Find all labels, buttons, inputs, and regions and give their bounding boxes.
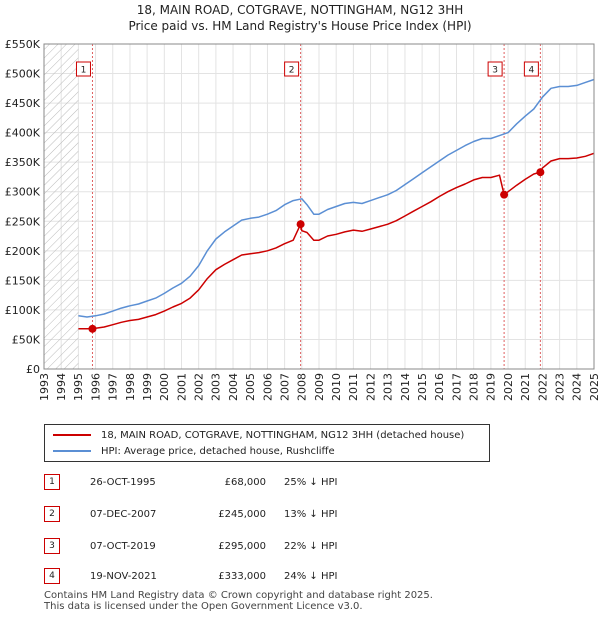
x-tick-label: 2009 — [313, 373, 326, 401]
chart-subtitle: Price paid vs. HM Land Registry's House … — [128, 19, 471, 33]
sale-hpi-diff: 25% ↓ HPI — [284, 477, 338, 488]
y-tick-label: £50K — [12, 333, 41, 346]
sale-date: 07-DEC-2007 — [90, 509, 157, 520]
footer-licence: This data is licensed under the Open Gov… — [44, 601, 363, 612]
x-tick-label: 2012 — [364, 373, 377, 401]
sale-point — [296, 220, 305, 229]
sale-date: 19-NOV-2021 — [90, 571, 157, 582]
sale-label-box — [487, 61, 503, 77]
sale-date: 07-OCT-2019 — [90, 541, 156, 552]
x-tick-label: 2017 — [450, 373, 463, 401]
x-tick-label: 2022 — [536, 373, 549, 401]
sale-hpi-diff: 24% ↓ HPI — [284, 571, 338, 582]
y-tick-label: £350K — [5, 156, 41, 169]
sale-label: 2 — [289, 66, 295, 76]
footer: Contains HM Land Registry data © Crown c… — [44, 590, 433, 612]
plot-frame — [43, 43, 595, 370]
legend-label-property: 18, MAIN ROAD, COTGRAVE, NOTTINGHAM, NG1… — [101, 430, 465, 441]
x-tick-label: 2023 — [553, 373, 566, 401]
hpi-series-line — [78, 78, 595, 318]
y-tick-label: £0 — [26, 363, 40, 376]
sale-label: 4 — [529, 66, 535, 76]
price-chart: 18, MAIN ROAD, COTGRAVE, NOTTINGHAM, NG1… — [5, 3, 600, 401]
y-tick-label: £100K — [5, 304, 41, 317]
table-row: 3 07-OCT-2019 £295,000 22% ↓ HPI — [44, 538, 544, 556]
sale-price: £245,000 — [218, 509, 266, 520]
legend-item-property: 18, MAIN ROAD, COTGRAVE, NOTTINGHAM, NG1… — [53, 428, 464, 444]
sale-hpi-diff: 22% ↓ HPI — [284, 541, 338, 552]
y-tick-label: £150K — [5, 274, 41, 287]
sale-point — [500, 190, 509, 199]
x-tick-label: 2014 — [399, 373, 412, 401]
x-tick-label: 2003 — [210, 373, 223, 401]
no-data-hatch — [44, 44, 79, 369]
x-tick-label: 2001 — [175, 373, 188, 401]
y-tick-label: £450K — [5, 97, 41, 110]
sale-price: £333,000 — [218, 571, 266, 582]
sale-label-box — [523, 61, 539, 77]
table-row: 4 19-NOV-2021 £333,000 24% ↓ HPI — [44, 568, 544, 586]
x-tick-label: 1998 — [124, 373, 137, 401]
legend-swatch-property — [53, 434, 91, 436]
x-tick-label: 2007 — [278, 373, 291, 401]
x-tick-label: 2008 — [296, 373, 309, 401]
x-tick-label: 2016 — [433, 373, 446, 401]
y-tick-label: £500K — [5, 68, 41, 81]
y-tick-label: £200K — [5, 245, 41, 258]
x-tick-label: 1995 — [72, 373, 85, 401]
sale-date: 26-OCT-1995 — [90, 477, 156, 488]
x-tick-label: 2021 — [519, 373, 532, 401]
x-tick-label: 2004 — [227, 373, 240, 401]
sale-hpi-diff: 13% ↓ HPI — [284, 509, 338, 520]
x-tick-label: 2015 — [416, 373, 429, 401]
sale-label-box — [75, 61, 91, 77]
legend-label-hpi: HPI: Average price, detached house, Rush… — [101, 446, 335, 457]
table-row: 1 26-OCT-1995 £68,000 25% ↓ HPI — [44, 474, 544, 492]
x-tick-label: 2020 — [502, 373, 515, 401]
sale-point — [88, 324, 97, 333]
table-row: 2 07-DEC-2007 £245,000 13% ↓ HPI — [44, 506, 544, 524]
sale-marker-badge: 2 — [44, 506, 60, 522]
x-tick-label: 2025 — [588, 373, 600, 401]
sale-marker-badge: 4 — [44, 568, 60, 584]
sale-marker-badge: 3 — [44, 538, 60, 554]
x-tick-label: 2010 — [330, 373, 343, 401]
y-tick-label: £300K — [5, 186, 41, 199]
x-tick-label: 2011 — [347, 373, 360, 401]
sale-point — [536, 168, 545, 177]
x-tick-label: 1996 — [89, 373, 102, 401]
legend: 18, MAIN ROAD, COTGRAVE, NOTTINGHAM, NG1… — [44, 424, 490, 462]
footer-copyright: Contains HM Land Registry data © Crown c… — [44, 590, 433, 601]
x-tick-label: 1994 — [55, 373, 68, 401]
sale-label: 1 — [81, 66, 87, 76]
x-tick-label: 2018 — [468, 373, 481, 401]
sale-label: 3 — [492, 66, 498, 76]
legend-item-hpi: HPI: Average price, detached house, Rush… — [53, 444, 335, 460]
x-tick-label: 2024 — [571, 373, 584, 401]
legend-swatch-hpi — [53, 450, 91, 452]
sale-marker-badge: 1 — [44, 474, 60, 490]
x-tick-label: 2002 — [193, 373, 206, 401]
sale-label-box — [284, 61, 300, 77]
property-series-line — [78, 152, 595, 330]
y-tick-label: £550K — [5, 38, 41, 51]
y-tick-label: £250K — [5, 215, 41, 228]
chart-title: 18, MAIN ROAD, COTGRAVE, NOTTINGHAM, NG1… — [137, 3, 464, 17]
x-tick-label: 1997 — [107, 373, 120, 401]
x-tick-label: 2000 — [158, 373, 171, 401]
sale-price: £295,000 — [218, 541, 266, 552]
x-tick-label: 1999 — [141, 373, 154, 401]
y-tick-label: £400K — [5, 127, 41, 140]
x-tick-label: 2006 — [261, 373, 274, 401]
x-tick-label: 2005 — [244, 373, 257, 401]
x-tick-label: 1993 — [38, 373, 51, 401]
x-tick-label: 2013 — [382, 373, 395, 401]
sale-price: £68,000 — [224, 477, 266, 488]
x-tick-label: 2019 — [485, 373, 498, 401]
